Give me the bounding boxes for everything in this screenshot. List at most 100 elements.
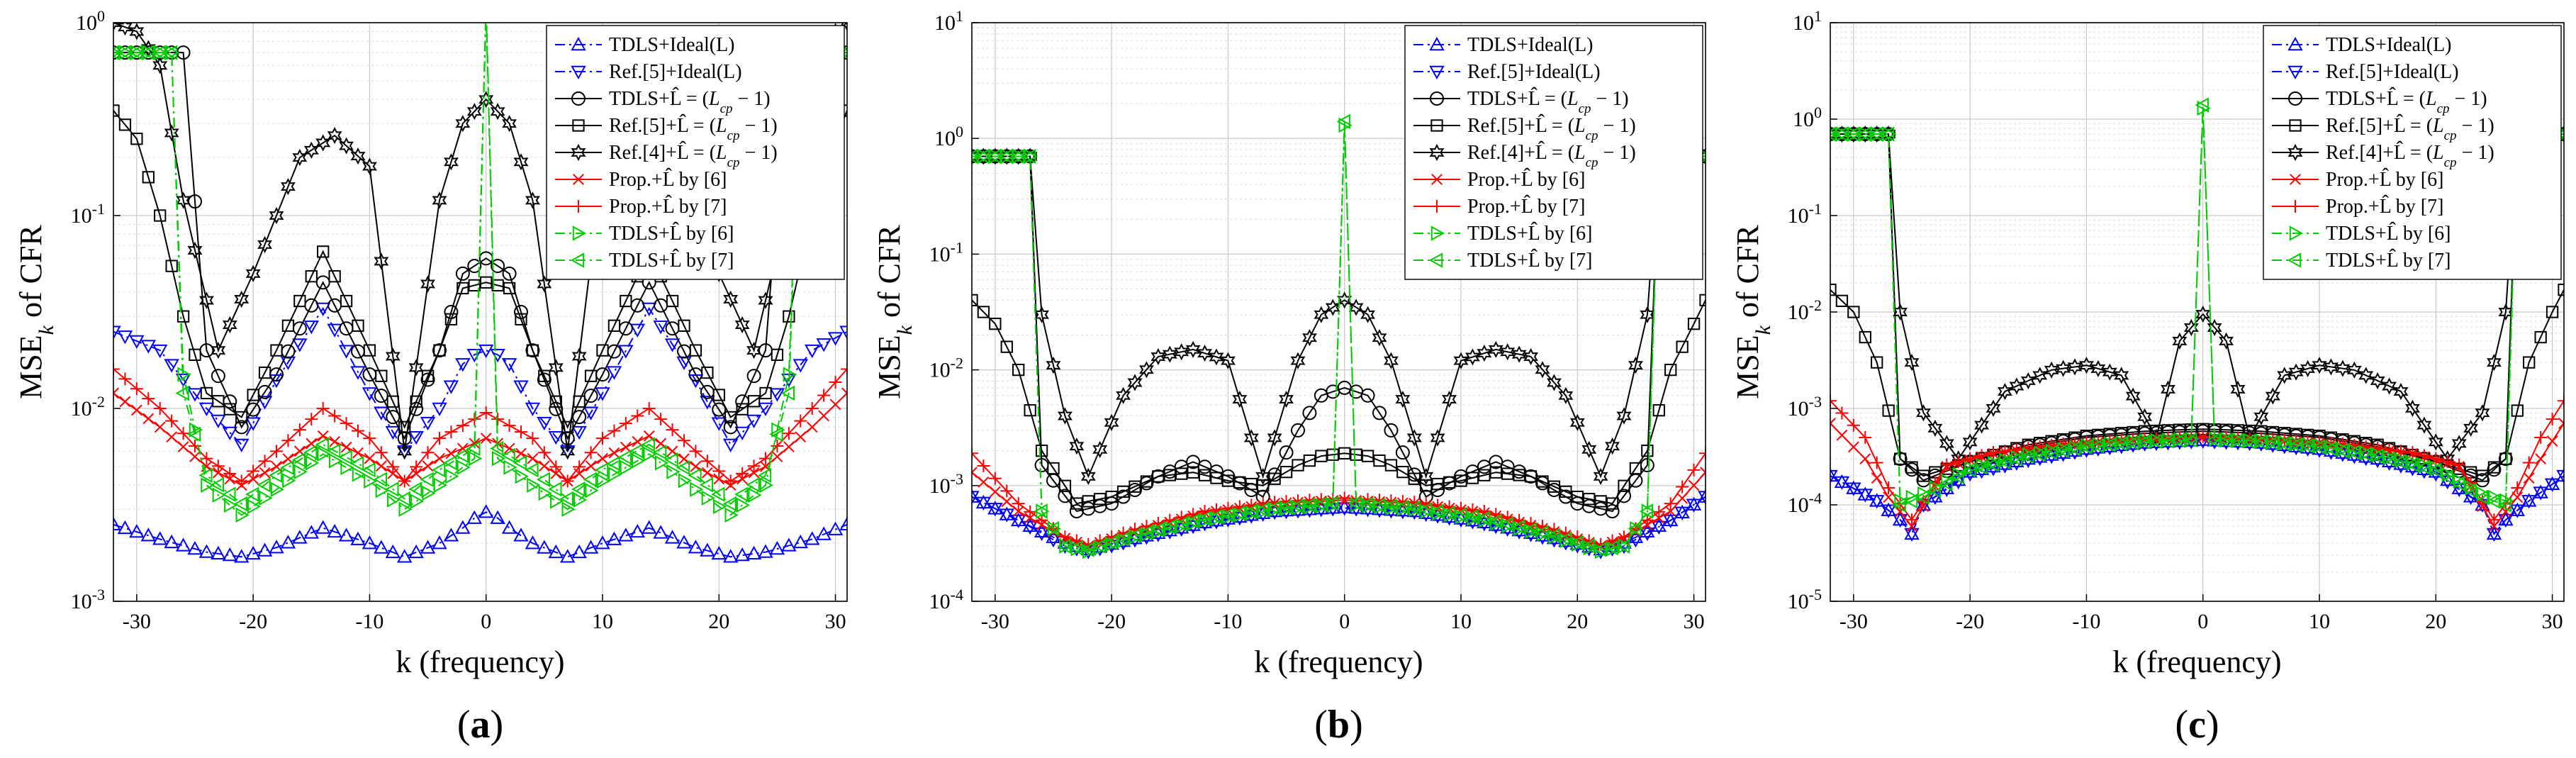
data-point: [1615, 538, 1630, 554]
data-point: [1337, 499, 1353, 513]
data-point: [1569, 535, 1584, 550]
data-point: [972, 467, 978, 479]
data-point: [1094, 493, 1107, 506]
series-line: [113, 23, 847, 452]
data-point: [1916, 404, 1931, 422]
data-point: [827, 521, 844, 535]
data-point: [734, 426, 750, 440]
data-point: [1547, 480, 1561, 493]
legend-label: TDLS+L̂ by [7]: [1467, 249, 1593, 272]
data-point: [152, 531, 168, 545]
data-point: [1233, 476, 1246, 489]
legend-item: TDLS+Ideal(L): [555, 34, 735, 56]
data-point: [501, 358, 517, 372]
data-point: [701, 366, 714, 379]
data-point: [2113, 436, 2127, 452]
data-point: [527, 452, 539, 464]
y-tick-label: 10-5: [1788, 586, 1822, 614]
data-point: [1057, 538, 1071, 554]
data-point: [1905, 513, 1918, 527]
data-point: [2498, 452, 2513, 467]
data-point: [445, 469, 459, 484]
data-point: [1488, 513, 1502, 529]
x-tick-label: 0: [1339, 610, 1350, 633]
data-point: [1080, 542, 1094, 557]
data-point: [1221, 501, 1235, 515]
data-point: [999, 508, 1014, 523]
legend-marker: [1428, 252, 1443, 268]
data-point: [583, 472, 597, 487]
data-point: [816, 526, 831, 540]
y-tick-label: 10-4: [1788, 489, 1822, 518]
data-point: [211, 369, 225, 384]
data-point: [1150, 347, 1166, 366]
data-point: [466, 103, 482, 121]
legend-item: TDLS+L̂ = (Lcp − 1): [1413, 87, 1629, 116]
data-point: [783, 310, 795, 323]
data-point: [2523, 356, 2536, 369]
data-point: [503, 282, 516, 295]
data-point: [2488, 520, 2500, 533]
data-point: [1022, 148, 1036, 165]
legend-marker: [571, 65, 586, 80]
data-point: [536, 472, 551, 487]
data-point: [257, 477, 271, 493]
data-point: [443, 380, 459, 394]
data-point: [584, 446, 598, 459]
data-point: [292, 338, 308, 352]
data-point: [490, 440, 504, 457]
data-point: [688, 467, 702, 484]
data-point: [748, 467, 760, 479]
data-point: [1210, 503, 1223, 516]
data-point: [187, 388, 203, 402]
data-point: [571, 481, 586, 497]
data-point: [1022, 520, 1038, 535]
data-point: [2381, 451, 2395, 467]
data-point: [1431, 506, 1446, 521]
y-tick-label: 100: [76, 7, 105, 35]
data-point: [281, 434, 295, 447]
data-point: [1452, 507, 1467, 523]
data-point: [257, 235, 272, 253]
data-point: [293, 423, 306, 437]
data-point: [1688, 479, 1700, 491]
data-point: [1605, 437, 1620, 455]
data-point: [2323, 441, 2337, 457]
legend-label: Ref.[4]+L̂ = (Lcp − 1): [609, 141, 778, 169]
data-point: [2535, 453, 2547, 465]
legend-label: Ref.[4]+L̂ = (Lcp − 1): [2326, 141, 2494, 169]
data-point: [339, 137, 354, 155]
data-point: [1534, 525, 1549, 540]
data-point: [549, 460, 563, 474]
y-tick-label: 10-2: [1788, 296, 1822, 325]
data-point: [362, 157, 377, 175]
data-point: [1232, 391, 1248, 408]
data-point: [2195, 432, 2211, 446]
data-point: [641, 437, 655, 452]
data-point: [1871, 472, 1883, 484]
data-point: [1222, 509, 1236, 525]
x-tick-label: 20: [1567, 610, 1588, 633]
data-point: [1418, 502, 1432, 518]
data-point: [525, 402, 541, 417]
data-point: [189, 348, 201, 361]
data-point: [1012, 506, 1024, 517]
series-line: [113, 511, 847, 558]
data-point: [2079, 357, 2094, 374]
data-point: [2393, 383, 2409, 401]
data-point: [165, 414, 179, 428]
legend-label: Ref.[5]+L̂ = (Lcp − 1): [609, 114, 778, 143]
data-point: [1034, 523, 1050, 537]
data-point: [259, 490, 273, 506]
data-point: [2441, 455, 2454, 469]
data-point: [538, 485, 552, 501]
data-point: [374, 252, 389, 270]
data-point: [2358, 367, 2374, 384]
data-point: [364, 452, 376, 464]
data-point: [666, 294, 679, 308]
x-tick-label: -10: [2072, 610, 2100, 633]
data-point: [491, 259, 505, 274]
legend-marker: [571, 91, 586, 106]
data-point: [1290, 352, 1306, 369]
data-point: [1640, 513, 1654, 527]
